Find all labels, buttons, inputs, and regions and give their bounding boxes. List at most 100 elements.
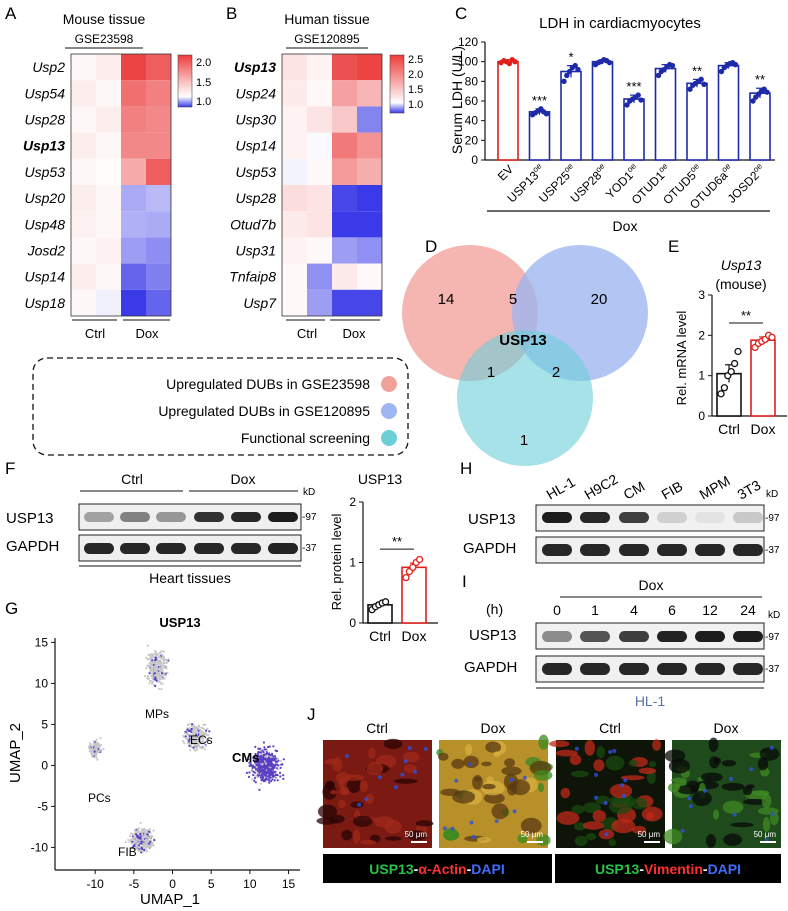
- texture-blob: [504, 758, 516, 767]
- umap-point: [253, 779, 256, 782]
- heatmap-cell: [307, 54, 332, 81]
- texture-blob: [415, 820, 434, 827]
- micrograph: 50 μm: [663, 737, 781, 848]
- texture-blob: [645, 811, 655, 820]
- gene-label: Usp14: [236, 138, 277, 154]
- umap-point: [263, 780, 266, 783]
- y-tick-label: 3: [698, 288, 705, 302]
- umap-point: [135, 844, 138, 847]
- blot-band: [657, 631, 687, 642]
- umap-point: [204, 731, 207, 735]
- umap-point: [268, 779, 271, 782]
- heatmap-cell: [121, 106, 146, 133]
- umap-point: [160, 688, 163, 691]
- blot-strip-usp13: [78, 503, 302, 531]
- umap-point: [147, 658, 150, 661]
- umap-point: [254, 774, 257, 778]
- umap-point: [182, 740, 185, 743]
- blot-band: [619, 663, 649, 675]
- heatmap-cell: [71, 237, 96, 264]
- data-point: [409, 563, 417, 571]
- umap-point: [271, 757, 274, 761]
- data-point: [624, 102, 630, 108]
- umap-point: [155, 664, 158, 667]
- nucleus: [469, 820, 474, 825]
- heatmap-cell: [307, 237, 332, 264]
- texture-blob: [510, 779, 531, 796]
- blot-band: [580, 512, 610, 523]
- umap-point: [198, 740, 201, 744]
- nucleus: [407, 746, 412, 751]
- umap-point: [150, 666, 153, 670]
- blot-band: [580, 663, 610, 675]
- y-tick-label: -10: [31, 840, 49, 854]
- umap-point: [262, 751, 265, 754]
- nucleus: [612, 749, 617, 753]
- texture-blob: [751, 790, 770, 796]
- umap-point: [198, 735, 201, 738]
- umap-cluster-label: CMs: [232, 750, 259, 765]
- heatmap-cell: [146, 185, 171, 212]
- umap-point: [202, 723, 205, 726]
- data-point: [543, 111, 550, 117]
- texture-blob: [560, 787, 571, 799]
- texture-blob: [316, 817, 338, 825]
- stain-separator: -: [414, 861, 419, 877]
- texture-blob: [722, 800, 744, 814]
- umap-point: [136, 835, 139, 838]
- mrna-y-axis-label: Rel. mRNA level: [674, 311, 689, 406]
- scale-label: 1.5: [196, 77, 211, 89]
- blot-band: [657, 663, 687, 675]
- significance-label: **: [741, 308, 751, 323]
- heatmap-cell: [357, 80, 382, 107]
- umap-cluster-cms: [245, 741, 285, 792]
- texture-blob: [465, 743, 473, 756]
- umap-point: [266, 775, 269, 778]
- blot-i-bands: [542, 631, 763, 675]
- heatmap-cell: [357, 185, 382, 212]
- umap-point: [88, 742, 92, 745]
- texture-blob: [743, 798, 767, 805]
- time-unit: (h): [486, 601, 503, 617]
- heatmap-cell: [332, 211, 357, 238]
- heatmap-cell: [71, 132, 96, 159]
- umap-point: [273, 779, 276, 782]
- heatmap-border: [70, 53, 172, 317]
- umap-point: [88, 745, 91, 748]
- umap-point: [267, 768, 270, 772]
- micrograph: 50 μm: [549, 739, 665, 848]
- umap-point: [282, 758, 285, 761]
- y-tick-label: 10: [35, 676, 49, 690]
- nucleus: [423, 746, 428, 751]
- legend-label: Upregulated DUBs in GSE120895: [158, 403, 370, 419]
- umap-point: [259, 755, 262, 758]
- time-label: 24: [740, 602, 756, 618]
- blot-band: [156, 543, 186, 554]
- micrograph: 50 μm: [436, 734, 553, 848]
- umap-point: [141, 847, 144, 851]
- heatmap-cell: [96, 106, 121, 133]
- umap-point: [144, 838, 148, 841]
- blot-band: [580, 631, 610, 642]
- heatmap-a-dataset: GSE23598: [75, 32, 134, 46]
- texture-blob: [337, 799, 346, 809]
- texture-blob: [353, 829, 361, 844]
- umap-point: [255, 766, 258, 769]
- heatmap-a-title: Mouse tissue: [63, 11, 146, 27]
- umap-point: [140, 842, 143, 845]
- heatmap-cell: [121, 263, 146, 290]
- blot-strip-gapdh: [535, 536, 765, 564]
- umap-point: [158, 666, 161, 670]
- nucleus: [574, 746, 579, 751]
- heatmap-b-title: Human tissue: [284, 11, 370, 27]
- umap-point: [274, 773, 277, 776]
- umap-point: [132, 844, 135, 848]
- texture-blob: [347, 777, 362, 793]
- umap-point: [257, 767, 260, 770]
- panel-letter-d: D: [425, 237, 437, 256]
- umap-point: [130, 847, 133, 850]
- umap-point: [137, 829, 140, 832]
- umap-point: [98, 745, 101, 748]
- heatmap-cell: [307, 185, 332, 212]
